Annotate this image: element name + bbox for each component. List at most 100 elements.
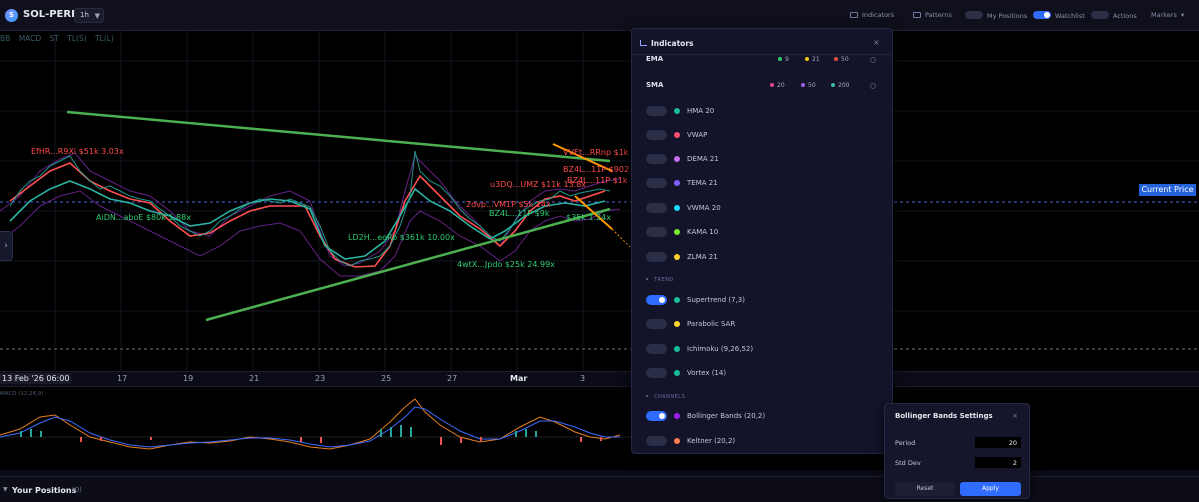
apply-button[interactable]: Apply bbox=[960, 482, 1021, 496]
toggle-switch[interactable] bbox=[646, 130, 667, 140]
color-dot-icon bbox=[770, 83, 774, 87]
period-input[interactable] bbox=[975, 437, 1021, 448]
indicator-row-dema[interactable]: DEMA 21 bbox=[646, 152, 880, 166]
positions-count: (0) bbox=[72, 486, 82, 494]
indicator-row-keltner[interactable]: Keltner (20,2) bbox=[646, 434, 880, 448]
indicator-row-hma[interactable]: HMA 20 bbox=[646, 104, 880, 118]
time-axis: 13 Feb '26 06:00 17 19 21 23 25 27 Mar 3 bbox=[0, 371, 1199, 385]
toggle-switch[interactable] bbox=[646, 344, 667, 354]
indicator-row-parabolic-sar[interactable]: Parabolic SAR bbox=[646, 317, 880, 331]
indicator-name: HMA 20 bbox=[687, 107, 715, 115]
patterns-button[interactable]: Patterns bbox=[913, 11, 952, 19]
crosshair-date: 13 Feb '26 06:00 bbox=[0, 373, 72, 384]
trade-annotation: LD2H...eoRo $361k 10.00x bbox=[348, 233, 455, 242]
toggle-switch[interactable] bbox=[646, 436, 667, 446]
watchlist-toggle[interactable]: Watchlist bbox=[1033, 11, 1085, 20]
bb-settings-title: Bollinger Bands Settings bbox=[895, 412, 993, 420]
color-dot-icon bbox=[831, 83, 835, 87]
sma-label: SMA bbox=[646, 81, 664, 89]
toggle-switch[interactable] bbox=[646, 252, 667, 262]
sma-period-value: 200 bbox=[838, 82, 850, 89]
indicator-row-zlma[interactable]: ZLMA 21 bbox=[646, 250, 880, 264]
legend-st[interactable]: ST bbox=[49, 34, 59, 43]
color-dot-icon bbox=[674, 321, 680, 327]
color-dot-icon bbox=[805, 57, 809, 61]
stddev-input[interactable] bbox=[975, 457, 1021, 468]
toggle-switch[interactable] bbox=[646, 295, 667, 305]
trade-annotation: AiDN...aboE $80k 1.88x bbox=[96, 213, 191, 222]
color-dot-icon bbox=[674, 156, 680, 162]
period-label: Period bbox=[895, 439, 916, 447]
legend-tl-l[interactable]: TL(L) bbox=[95, 34, 114, 43]
ema-period-value: 21 bbox=[812, 56, 820, 63]
trade-annotation: BZ4L...11P $902 2 bbox=[563, 165, 637, 174]
sma-period-value: 50 bbox=[808, 82, 816, 89]
toggle-switch[interactable] bbox=[646, 106, 667, 116]
indicator-row-supertrend[interactable]: Supertrend (7,3) bbox=[646, 293, 880, 307]
markers-dropdown[interactable]: Markers ▾ bbox=[1151, 11, 1184, 19]
channels-section-label: CHANNELS bbox=[654, 394, 686, 400]
indicator-name: VWAP bbox=[687, 131, 708, 139]
legend-macd[interactable]: MACD bbox=[18, 34, 42, 43]
ema-period[interactable]: 50 bbox=[834, 56, 849, 63]
chevron-down-icon: ▼ bbox=[3, 486, 8, 493]
indicators-button[interactable]: Indicators bbox=[850, 11, 894, 19]
trade-annotation: u3DQ...UMZ $11k 13.8x bbox=[490, 180, 587, 189]
toggle-switch bbox=[1091, 11, 1109, 19]
my-positions-toggle[interactable]: My Positions bbox=[965, 11, 1027, 20]
toggle-switch[interactable] bbox=[646, 178, 667, 188]
macd-canvas bbox=[0, 398, 640, 450]
watchlist-label: Watchlist bbox=[1055, 12, 1085, 20]
indicators-button-label: Indicators bbox=[862, 11, 895, 19]
close-icon[interactable]: × bbox=[873, 38, 880, 47]
trade-annotation: VVEt...RRnp $1k 1 bbox=[563, 148, 637, 157]
ema-period[interactable]: 21 bbox=[805, 56, 820, 63]
bollinger-settings-panel: Bollinger Bands Settings × Period Std De… bbox=[884, 403, 1030, 499]
time-tick: 21 bbox=[249, 374, 260, 383]
ema-row: EMA 9 21 50 bbox=[646, 55, 880, 67]
sma-period[interactable]: 50 bbox=[801, 82, 816, 89]
sma-period[interactable]: 20 bbox=[770, 82, 785, 89]
time-tick: 23 bbox=[315, 374, 326, 383]
toggle-switch[interactable] bbox=[646, 368, 667, 378]
color-dot-icon bbox=[674, 297, 680, 303]
time-tick: 19 bbox=[183, 374, 194, 383]
color-dot-icon bbox=[674, 370, 680, 376]
indicator-row-vortex[interactable]: Vortex (14) bbox=[646, 366, 880, 380]
symbol-label[interactable]: SOL-PERP bbox=[23, 9, 79, 20]
sma-period[interactable]: 200 bbox=[831, 82, 849, 89]
indicator-row-vwma[interactable]: VWMA 20 bbox=[646, 201, 880, 215]
indicator-name: ZLMA 21 bbox=[687, 253, 718, 261]
color-dot-icon bbox=[674, 132, 680, 138]
indicators-panel-header: Indicators × bbox=[632, 29, 892, 55]
indicator-name: KAMA 10 bbox=[687, 228, 719, 236]
actions-toggle[interactable]: Actions bbox=[1091, 11, 1137, 20]
sma-toggle[interactable] bbox=[870, 83, 876, 89]
ema-period[interactable]: 9 bbox=[778, 56, 789, 63]
timeframe-select[interactable]: 1h ▼ bbox=[74, 8, 104, 23]
toggle-switch[interactable] bbox=[646, 319, 667, 329]
ema-period-value: 9 bbox=[785, 56, 789, 63]
indicator-row-tema[interactable]: TEMA 21 bbox=[646, 176, 880, 190]
toggle-switch[interactable] bbox=[646, 411, 667, 421]
chart-line-icon bbox=[850, 12, 858, 18]
toggle-switch[interactable] bbox=[646, 154, 667, 164]
reset-button[interactable]: Reset bbox=[895, 482, 955, 496]
toggle-switch[interactable] bbox=[646, 227, 667, 237]
indicator-row-kama[interactable]: KAMA 10 bbox=[646, 225, 880, 239]
trade-annotation: BZ4L...11P $1k 1 bbox=[567, 176, 636, 185]
color-dot-icon bbox=[801, 83, 805, 87]
current-price-label: Current Price bbox=[1139, 184, 1196, 196]
price-chart[interactable]: BB MACD ST TL(S) TL(L) EfHR...R9Xi $51k … bbox=[0, 31, 1199, 371]
ema-toggle[interactable] bbox=[870, 57, 876, 63]
legend-bb[interactable]: BB bbox=[0, 34, 11, 43]
indicators-panel: Indicators × EMA 9 21 50 SMA 20 50 200 H… bbox=[631, 28, 893, 454]
indicator-row-ichimoku[interactable]: Ichimoku (9,26,52) bbox=[646, 342, 880, 356]
indicator-row-vwap[interactable]: VWAP bbox=[646, 128, 880, 142]
time-tick: 25 bbox=[381, 374, 392, 383]
indicator-row-bollinger[interactable]: Bollinger Bands (20,2) bbox=[646, 409, 880, 423]
close-icon[interactable]: × bbox=[1012, 412, 1018, 420]
expand-sidebar-button[interactable]: › bbox=[0, 231, 13, 261]
legend-tl-s[interactable]: TL(S) bbox=[67, 34, 87, 43]
toggle-switch[interactable] bbox=[646, 203, 667, 213]
